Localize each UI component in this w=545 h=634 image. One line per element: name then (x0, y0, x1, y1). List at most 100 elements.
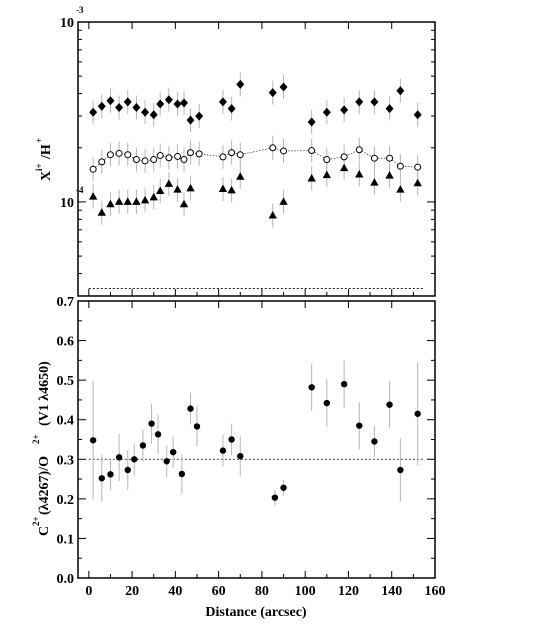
bottom-y-tick-labels: 0.0 0.1 0.2 0.3 0.4 0.5 0.6 0.7 (57, 295, 75, 587)
top-y-tick-labels: 10-310-4 (60, 5, 84, 211)
diamond-point (149, 110, 158, 120)
top-y-label-sup-plus: + (34, 138, 44, 143)
open-circle-point (180, 156, 188, 164)
open-circle-point (340, 153, 348, 161)
circle-point (271, 494, 279, 501)
triangle-point (132, 197, 141, 205)
x-tick-label: 100 (295, 584, 316, 599)
circle-point (323, 399, 331, 407)
diamond-point (97, 101, 106, 111)
bottom-error-bars (92, 360, 419, 506)
circle-point (139, 442, 147, 449)
circle-point (193, 423, 201, 430)
circle-point (107, 471, 114, 478)
open-circle-point (187, 149, 195, 157)
bottom-y-label-sup-o: 2+ (31, 434, 41, 444)
triangle-point (114, 197, 124, 205)
diamond-point (186, 115, 195, 125)
open-circle-point (355, 146, 363, 154)
bottom-panel-tick-marks (78, 300, 436, 579)
circle-point (148, 420, 155, 427)
triangle-point (123, 197, 132, 205)
y-tick-label: 0.7 (57, 295, 75, 310)
x-tick-label: 0 (85, 584, 92, 599)
triangle-point (339, 163, 349, 172)
diamond-point (173, 99, 182, 109)
top-panel-tick-marks (78, 21, 436, 297)
diamond-point (340, 105, 349, 115)
triangle-point (307, 173, 316, 182)
diamond-point (218, 97, 227, 107)
triangle-point (179, 199, 189, 208)
circle-point (178, 470, 186, 478)
bottom-y-label-sup-c: 2+ (31, 516, 41, 526)
triangle-point (88, 192, 98, 200)
x-tick-label: 20 (125, 584, 139, 599)
open-circle-point (89, 165, 97, 173)
diamond-point (322, 107, 331, 117)
top-markers (88, 79, 422, 219)
open-circle-point (195, 150, 203, 158)
open-circle-point (236, 151, 244, 159)
y-tick-exponent: -3 (76, 5, 84, 15)
diamond-point (385, 104, 394, 114)
circle-point (124, 466, 131, 474)
open-circle-point (132, 156, 140, 164)
open-circle-point (141, 157, 149, 165)
y-tick-label: 0.6 (57, 335, 75, 350)
diamond-point (115, 102, 124, 112)
diamond-point (268, 88, 277, 98)
bottom-y-label-lambda: (λ4267)/O (37, 456, 52, 515)
circle-point (98, 475, 106, 482)
open-circle-point (386, 154, 394, 162)
open-circle-point (370, 154, 378, 162)
top-error-bars (92, 72, 419, 228)
bottom-x-tick-labels: 0 20 40 60 80 100 120 140 160 (85, 584, 445, 599)
diamond-point (396, 86, 405, 96)
diamond-point (227, 104, 236, 114)
top-series-lines (92, 147, 418, 170)
diamond-point (307, 117, 316, 127)
y-tick-label: 10 (60, 196, 74, 211)
triangle-point (227, 185, 236, 194)
y-tick-label: 0.0 (57, 572, 75, 587)
open-circle-point (308, 147, 316, 155)
top-y-axis-label: Xi+ /H+ (34, 138, 54, 181)
bottom-y-axis-label: C2+(λ4267)/O2+(V1 λ4650) (31, 361, 52, 536)
diamond-point (355, 97, 364, 107)
diamond-point (180, 98, 189, 108)
bottom-panel-frame (77, 300, 436, 579)
bottom-markers (89, 380, 421, 501)
top-y-axis-label-text: Xi+ /H+ (34, 138, 54, 181)
open-circle-point (150, 156, 158, 164)
diamond-point (279, 82, 288, 92)
x-tick-label: 40 (168, 584, 182, 599)
diamond-point (141, 107, 150, 117)
triangle-point (322, 170, 332, 179)
circle-point (397, 466, 404, 474)
triangle-point (149, 192, 158, 201)
triangle-point (385, 171, 394, 179)
open-circle-point (124, 151, 132, 159)
diamond-point (164, 95, 173, 105)
y-tick-label: 0.2 (57, 493, 75, 508)
bottom-x-axis-label: Distance (arcsec) (205, 605, 307, 620)
open-circle-point (165, 154, 173, 162)
x-axis-label-text: Distance (arcsec) (205, 605, 307, 620)
circle-point (237, 452, 244, 460)
diamond-point (413, 110, 422, 120)
open-circle-point (156, 152, 164, 160)
triangle-point (370, 178, 379, 186)
circle-point (308, 384, 315, 391)
circle-point (356, 422, 363, 429)
bottom-y-label-v1: (V1 λ4650) (37, 361, 52, 426)
circle-point (115, 454, 123, 461)
circle-point (131, 456, 138, 463)
circle-point (228, 436, 235, 443)
top-panel: 10-310-4 Xi+/H+ (34, 5, 436, 297)
diamond-point (89, 107, 98, 117)
x-tick-label: 80 (255, 584, 269, 599)
triangle-point (106, 199, 115, 208)
open-circle-point (228, 149, 236, 157)
